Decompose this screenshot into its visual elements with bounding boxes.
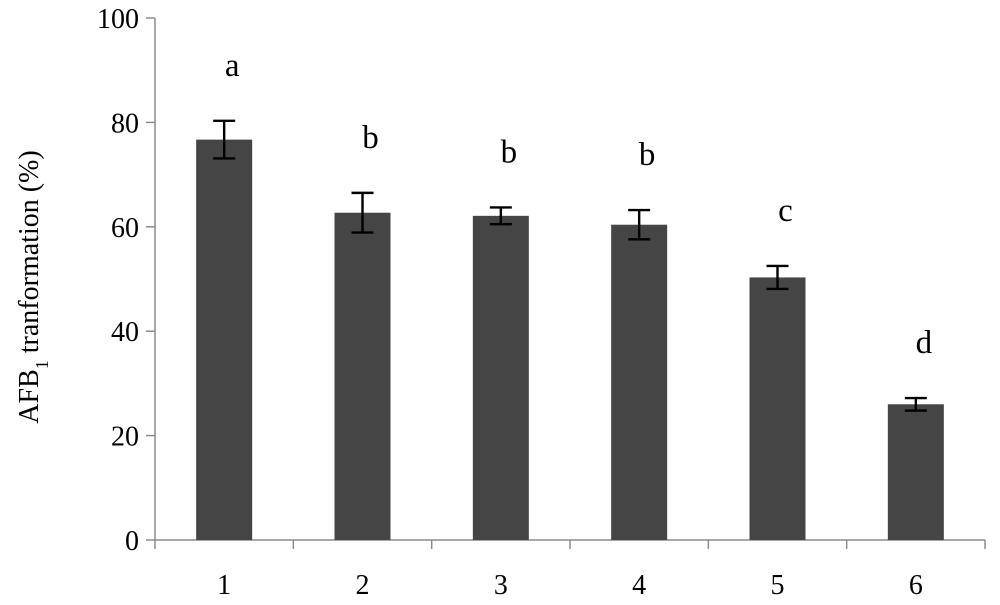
x-tick-label: 6 <box>909 570 923 601</box>
bar <box>472 215 529 540</box>
bars <box>196 139 944 540</box>
x-axis-ticks: 1 2 3 4 5 6 <box>154 540 986 601</box>
significance-label: b <box>501 134 518 170</box>
y-tick-label: 100 <box>97 4 139 35</box>
x-tick-label: 1 <box>217 570 231 601</box>
bar <box>887 404 944 540</box>
y-tick-label: 60 <box>111 213 139 244</box>
y-axis-title-suffix: tranformation (%) <box>14 150 45 360</box>
x-tick-label: 4 <box>632 570 646 601</box>
y-axis-title-subscript: 1 <box>32 360 52 369</box>
y-axis-title-prefix: AFB <box>14 369 45 423</box>
x-tick-label: 3 <box>494 570 508 601</box>
significance-label: a <box>225 48 240 84</box>
bar <box>196 139 253 540</box>
x-tick-label: 5 <box>771 570 785 601</box>
y-tick-label: 0 <box>125 526 139 557</box>
y-tick-label: 80 <box>111 108 139 139</box>
y-tick-label: 20 <box>111 422 139 453</box>
x-tick-label: 2 <box>356 570 370 601</box>
significance-label: b <box>362 120 379 156</box>
y-tick-label: 40 <box>111 317 139 348</box>
y-axis-ticks: 0 20 40 60 80 100 <box>97 4 155 557</box>
significance-label: d <box>916 325 933 361</box>
bar <box>611 224 668 540</box>
significance-label: b <box>639 137 656 173</box>
error-bars <box>213 119 927 412</box>
y-axis-title: AFB1 tranformation (%) <box>14 150 52 423</box>
significance-labels: a b b b c d <box>225 48 933 361</box>
significance-label: c <box>778 193 793 229</box>
bar <box>334 212 391 540</box>
bar <box>749 277 806 540</box>
axes <box>154 18 985 541</box>
